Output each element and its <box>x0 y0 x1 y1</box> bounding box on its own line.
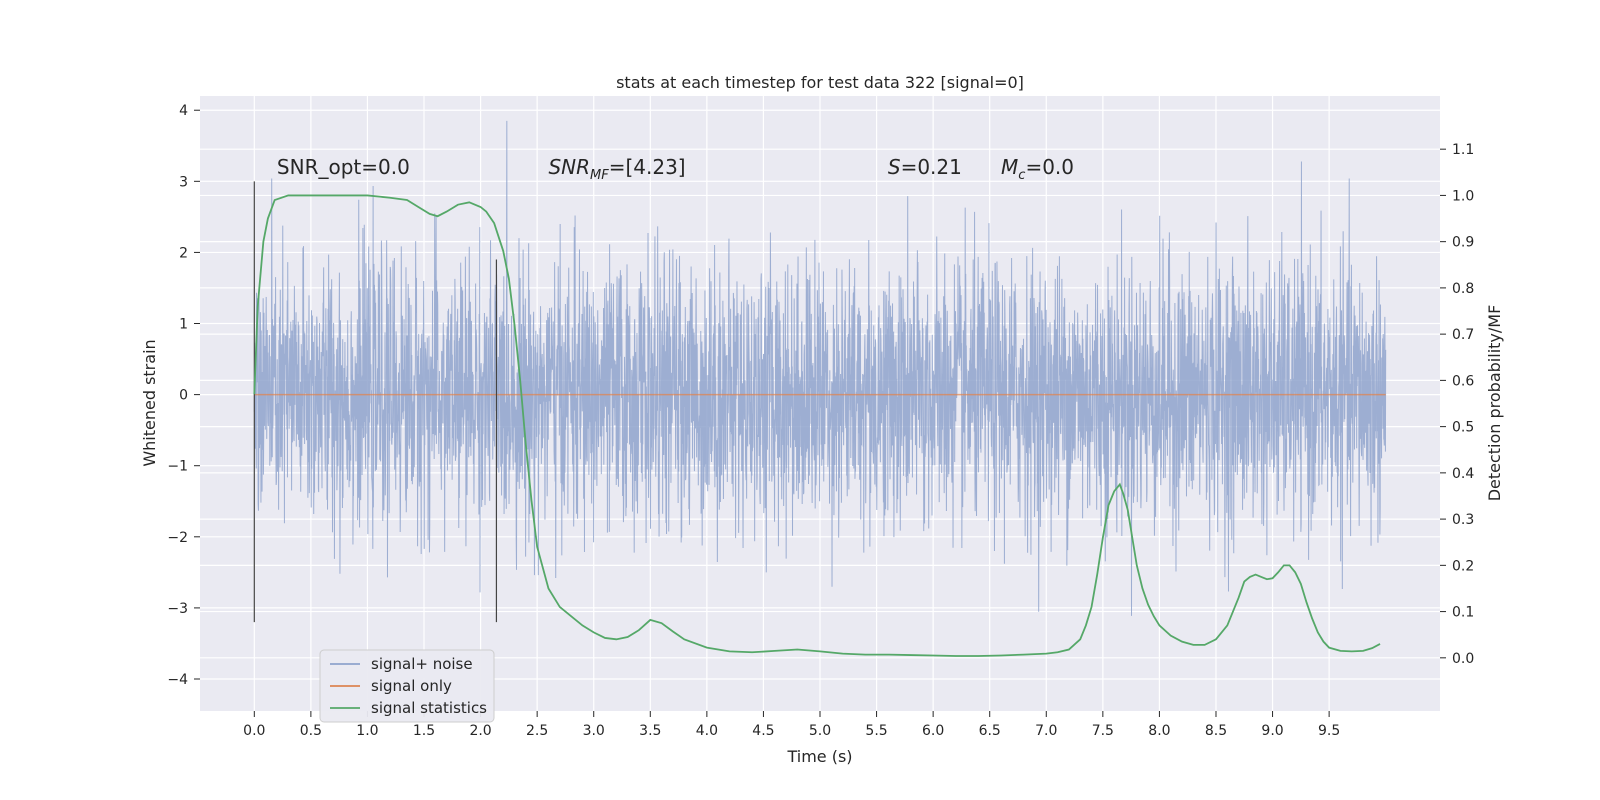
annotation: SNR_opt=0.0 <box>277 155 410 179</box>
y2-axis-label: Detection probability/MF <box>1485 305 1504 502</box>
vertical-markers <box>253 181 498 623</box>
y-tick-label: −3 <box>167 601 188 617</box>
x-tick-label: 9.0 <box>1261 723 1283 739</box>
x-tick-label: 4.5 <box>752 723 774 739</box>
x-axis-ticks: 0.0 0.5 1.0 1.5 2.0 2.5 3.0 3.5 4.0 4.5 5.0 5.5 6.0 6… <box>243 711 1340 739</box>
x-tick-label: 2.0 <box>469 723 491 739</box>
x-tick-label: 1.5 <box>413 723 435 739</box>
legend-label-signal-statistics: signal statistics <box>371 699 487 717</box>
y-axis-ticks: 4 3 2 1 0 −1 −2 −3 −4 <box>167 103 200 688</box>
x-tick-label: 9.5 <box>1318 723 1340 739</box>
annotations: SNR_opt=0.0 SNRMF=[4.23] S=0.21 Mc=0.0 <box>277 155 1074 183</box>
x-tick-label: 8.0 <box>1148 723 1170 739</box>
legend-box <box>319 649 495 723</box>
legend-label-signal-noise: signal+ noise <box>371 655 473 673</box>
x-tick-label: 7.0 <box>1035 723 1057 739</box>
y2-tick-label: 0.9 <box>1452 235 1474 251</box>
y-tick-label: 2 <box>179 245 188 261</box>
annotation: S=0.21 <box>888 155 962 179</box>
x-tick-label: 3.5 <box>639 723 661 739</box>
annotation-subscript: c <box>1018 168 1025 183</box>
annotation-subscript: MF <box>590 168 609 183</box>
y2-tick-label: 1.0 <box>1452 188 1474 204</box>
legend: signal+ noise signal only signal statist… <box>319 649 495 723</box>
x-tick-label: 0.5 <box>300 723 322 739</box>
y2-tick-label: 0.7 <box>1452 327 1474 343</box>
y-tick-label: −2 <box>167 530 188 546</box>
y-tick-label: −1 <box>167 459 188 475</box>
x-tick-label: 2.5 <box>526 723 548 739</box>
series-signal-statistics <box>253 194 1381 657</box>
x-tick-label: 6.0 <box>922 723 944 739</box>
line-signal-statistics <box>253 194 1381 657</box>
y2-tick-label: 1.1 <box>1452 142 1474 158</box>
x-axis-label: Time (s) <box>786 747 852 766</box>
annotation-symbol: S <box>888 155 901 179</box>
x-tick-label: 5.0 <box>809 723 831 739</box>
x-tick-label: 7.5 <box>1092 723 1114 739</box>
x-tick-label: 8.5 <box>1205 723 1227 739</box>
annotation: SNRMF=[4.23] <box>548 155 685 183</box>
y-tick-label: 1 <box>179 317 188 333</box>
y-tick-label: −4 <box>167 672 188 688</box>
y2-tick-label: 0.8 <box>1452 281 1474 297</box>
x-tick-label: 5.5 <box>865 723 887 739</box>
x-tick-label: 3.0 <box>583 723 605 739</box>
y-tick-label: 0 <box>179 388 188 404</box>
y2-axis-ticks: 1.1 1.0 0.9 0.8 0.7 0.6 0.5 0.4 0.3 0.2 0.1 0.0 <box>1440 142 1474 667</box>
y-axis-label: Whitened strain <box>140 339 159 466</box>
annotation-symbol: SNR <box>548 155 590 179</box>
y-tick-label: 3 <box>179 174 188 190</box>
annotation-value: =0.21 <box>901 155 962 179</box>
x-tick-label: 4.0 <box>696 723 718 739</box>
y2-tick-label: 0.1 <box>1452 605 1474 621</box>
y-tick-label: 4 <box>179 103 188 119</box>
annotation-value: =[4.23] <box>609 155 686 179</box>
annotation-symbol: M <box>1001 155 1018 179</box>
y2-tick-label: 0.4 <box>1452 466 1474 482</box>
x-tick-label: 1.0 <box>356 723 378 739</box>
y2-tick-label: 0.0 <box>1452 651 1474 667</box>
annotation-value: =0.0 <box>1025 155 1074 179</box>
y2-tick-label: 0.3 <box>1452 512 1474 528</box>
annotation: Mc=0.0 <box>1001 155 1074 183</box>
x-tick-label: 0.0 <box>243 723 265 739</box>
x-tick-label: 6.5 <box>979 723 1001 739</box>
legend-label-signal-only: signal only <box>371 677 452 695</box>
y2-tick-label: 0.2 <box>1452 558 1474 574</box>
y2-tick-label: 0.5 <box>1452 420 1474 436</box>
y2-tick-label: 0.6 <box>1452 373 1474 389</box>
chart-title: stats at each timestep for test data 322… <box>616 73 1024 92</box>
